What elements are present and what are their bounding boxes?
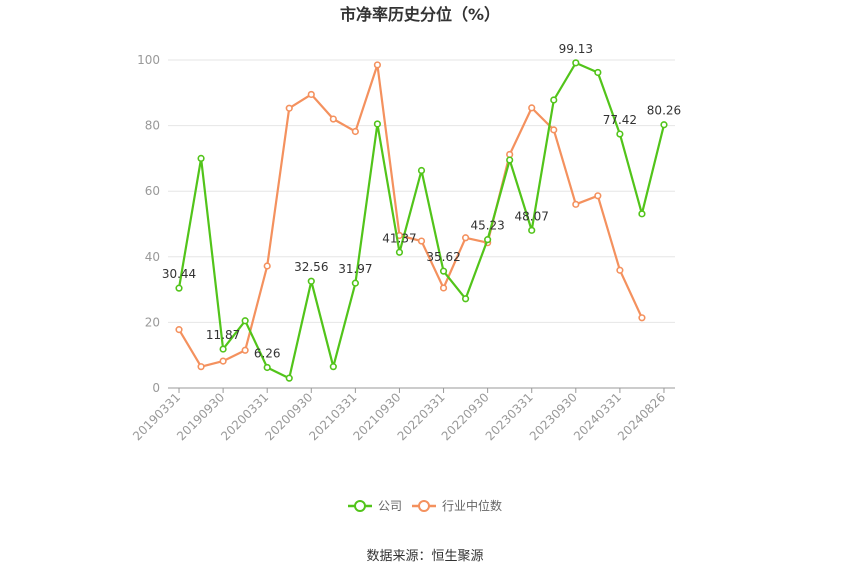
x-tick-label: 20240826 (615, 390, 668, 443)
data-point-industry[interactable] (572, 200, 580, 208)
data-point-company[interactable] (572, 59, 580, 67)
data-point-company[interactable] (241, 317, 249, 325)
legend-label-industry: 行业中位数 (442, 498, 502, 513)
data-source: 数据来源：恒生聚源 (366, 549, 483, 564)
data-point-industry[interactable] (329, 115, 337, 123)
data-label: 11.87 (206, 328, 240, 342)
y-tick-label: 100 (137, 53, 160, 67)
data-label: 35.62 (426, 250, 460, 264)
data-point-industry[interactable] (616, 266, 624, 274)
data-point-industry[interactable] (417, 237, 426, 245)
data-point-company[interactable] (395, 248, 404, 256)
y-tick-label: 20 (145, 315, 160, 329)
legend: 公司 行业中位数 (348, 498, 502, 513)
data-labels: 30.44 11.87 6.26 32.56 31.97 41.37 35.62 45.23 4… (162, 42, 681, 361)
data-label: 32.56 (294, 260, 328, 274)
data-label: 30.44 (162, 267, 196, 281)
data-point-company[interactable] (528, 226, 536, 234)
data-point-industry[interactable] (263, 262, 271, 270)
data-point-company[interactable] (263, 363, 271, 372)
data-point-company[interactable] (461, 295, 470, 303)
y-tick-label: 40 (145, 250, 160, 264)
data-point-company[interactable] (484, 236, 492, 244)
legend-swatch-company-marker (354, 500, 366, 512)
data-label: 6.26 (254, 346, 281, 360)
series-line-company (177, 61, 666, 380)
data-point-industry[interactable] (351, 127, 359, 136)
data-point-industry[interactable] (461, 234, 470, 242)
grid-lines (168, 59, 675, 323)
data-label: 80.26 (647, 104, 681, 118)
data-point-company[interactable] (638, 210, 646, 218)
data-point-industry[interactable] (197, 363, 205, 371)
legend-label-company: 公司 (378, 499, 402, 513)
data-point-company[interactable] (594, 68, 602, 77)
data-label: 45.23 (470, 219, 504, 233)
data-point-industry[interactable] (528, 104, 536, 112)
data-point-industry[interactable] (285, 104, 293, 112)
data-point-company[interactable] (550, 96, 558, 104)
data-point-company[interactable] (219, 345, 227, 353)
data-label: 48.07 (515, 209, 549, 223)
data-point-industry[interactable] (241, 346, 249, 354)
data-point-industry[interactable] (219, 357, 227, 365)
data-point-company[interactable] (616, 130, 624, 138)
data-point-company[interactable] (506, 156, 514, 164)
chart-title: 市净率历史分位（%） (340, 5, 500, 24)
data-point-company[interactable] (660, 121, 668, 129)
data-point-company[interactable] (373, 120, 382, 128)
data-point-company[interactable] (351, 279, 359, 287)
data-point-company[interactable] (417, 166, 426, 175)
data-point-company[interactable] (197, 154, 205, 162)
y-tick-label: 60 (145, 184, 160, 198)
legend-item-industry[interactable]: 行业中位数 (412, 498, 502, 513)
y-tick-label: 80 (145, 119, 160, 133)
data-point-industry[interactable] (638, 314, 646, 322)
data-point-industry[interactable] (439, 284, 448, 292)
data-point-industry[interactable] (594, 192, 602, 200)
series-line-industry (178, 63, 643, 368)
data-point-industry[interactable] (307, 90, 315, 99)
data-label: 99.13 (559, 42, 593, 56)
data-label: 31.97 (338, 262, 372, 276)
data-point-industry[interactable] (506, 150, 514, 159)
legend-item-company[interactable]: 公司 (348, 499, 402, 513)
data-label: 77.42 (603, 113, 637, 127)
data-point-company[interactable] (439, 267, 448, 275)
data-label: 41.37 (382, 231, 416, 245)
data-point-industry[interactable] (175, 326, 183, 334)
data-point-company[interactable] (307, 277, 315, 285)
y-tick-label: 0 (152, 381, 160, 395)
data-point-company[interactable] (329, 363, 337, 371)
data-point-company[interactable] (285, 374, 293, 382)
series-group (175, 59, 668, 382)
data-point-industry[interactable] (550, 126, 558, 134)
data-point-industry[interactable] (373, 61, 382, 69)
legend-swatch-industry-marker (418, 500, 430, 512)
data-point-company[interactable] (175, 284, 183, 292)
